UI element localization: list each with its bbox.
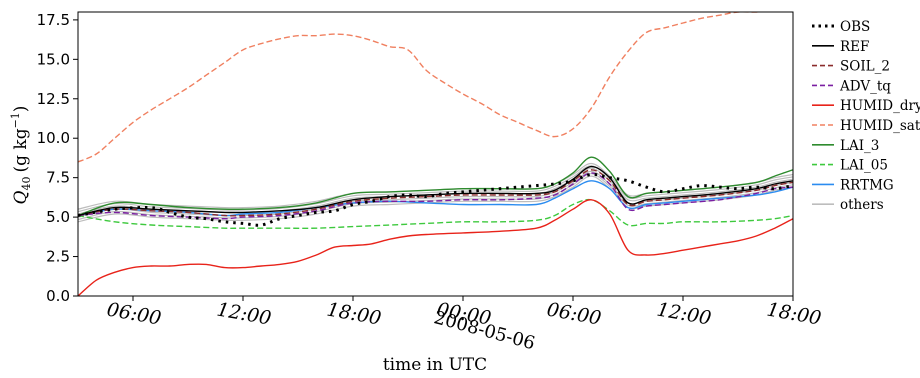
x-tick-label: 06:00 — [105, 299, 163, 330]
series-line-lai-05 — [78, 198, 793, 229]
y-axis-label-symbol: Q — [11, 190, 31, 204]
series-line-soil-2 — [78, 169, 793, 217]
x-tick-label: 18:00 — [325, 299, 383, 330]
series-line-humid-dry — [78, 199, 793, 296]
legend-label-obs: OBS — [840, 19, 870, 35]
x-tick-label: 06:00 — [545, 299, 603, 330]
plot-frame — [77, 11, 794, 297]
legend-label-humid-dry: HUMID_dry — [840, 98, 920, 114]
legend-label-rrtmg: RRTMG — [840, 177, 894, 193]
x-tick-label: 12:00 — [215, 299, 273, 330]
y-axis-label: Q40 (g kg−1) — [9, 106, 33, 205]
x-tick-label: 12:00 — [655, 299, 713, 330]
y-tick-label: 5.0 — [46, 208, 70, 226]
legend-label-adv-tq: ADV_tq — [839, 78, 891, 94]
y-tick-label: 0.0 — [46, 287, 70, 305]
y-tick-label: 17.5 — [37, 11, 70, 29]
y-tick-label: 10.0 — [37, 129, 70, 147]
y-tick-label: 12.5 — [37, 90, 70, 108]
legend-label-lai-3: LAI_3 — [840, 138, 879, 154]
legend-label-ref: REF — [840, 39, 869, 55]
legend: OBS REF SOIL_2 ADV_tq HUMID_dry HUMID_sat LAI_… — [812, 19, 920, 213]
legend-label-others: others — [840, 197, 884, 213]
x-tick-label: 18:00 — [765, 299, 823, 330]
x-axis-label: time in UTC — [383, 355, 487, 375]
y-tick-label: 15.0 — [37, 50, 70, 68]
y-axis-label-exponent: −1 — [9, 112, 22, 128]
y-axis-label-close: ) — [11, 106, 31, 113]
legend-label-humid-sat: HUMID_sat — [840, 118, 920, 134]
series-line-ref — [78, 165, 793, 217]
series-line-humid-sat — [78, 12, 766, 163]
y-tick-label: 7.5 — [46, 169, 70, 187]
y-axis: 0.0 2.5 5.0 7.5 10.0 12.5 15.0 17.5 — [37, 11, 78, 305]
legend-label-soil-2: SOIL_2 — [840, 59, 890, 75]
y-tick-label: 2.5 — [46, 248, 70, 266]
plot-lines — [78, 12, 793, 296]
series-line-obs — [78, 172, 793, 227]
series-line-others — [78, 175, 793, 223]
legend-label-lai-05: LAI_05 — [840, 158, 888, 174]
series-line-others — [78, 165, 793, 213]
y-axis-label-subscript: 40 — [20, 177, 33, 191]
y-axis-label-unit: (g kg — [11, 128, 31, 172]
series-line-lai-3 — [78, 156, 793, 217]
series-line-adv-tq — [78, 172, 793, 220]
